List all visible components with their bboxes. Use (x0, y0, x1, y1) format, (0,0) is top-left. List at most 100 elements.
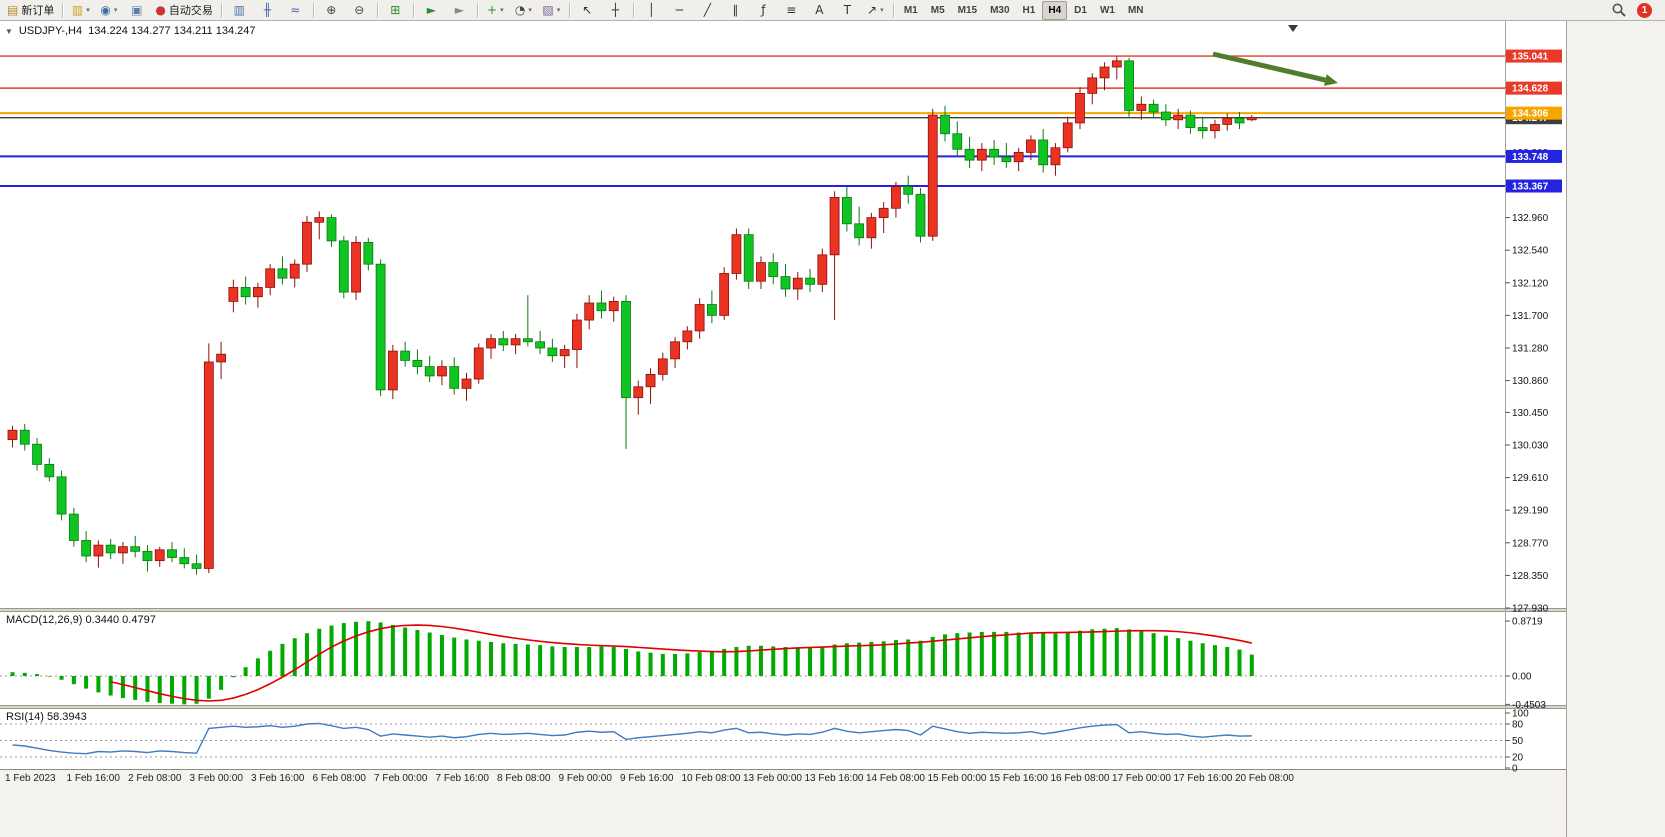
tile-windows-button[interactable]: ⊞ (382, 0, 409, 20)
toolbar-separator (412, 2, 414, 18)
collapse-chart-icon[interactable]: ▼ (5, 26, 13, 36)
shapes-icon: ≡ (786, 3, 797, 17)
dropdown-arrow-icon[interactable]: ▾ (556, 7, 561, 14)
zoom-out-icon: ⊖ (354, 3, 365, 17)
shapes-button[interactable]: ≡ (778, 0, 805, 20)
svg-text:0: 0 (1512, 764, 1518, 775)
timeframe-d1[interactable]: D1 (1074, 4, 1087, 16)
fibonacci-icon: ƒ (761, 3, 766, 17)
svg-text:2 Feb 08:00: 2 Feb 08:00 (128, 773, 182, 784)
toolbar-separator (476, 2, 478, 18)
dropdown-arrow-icon[interactable]: ▾ (880, 7, 884, 14)
svg-text:10 Feb 08:00: 10 Feb 08:00 (682, 773, 741, 784)
svg-text:13 Feb 00:00: 13 Feb 00:00 (743, 773, 802, 784)
toolbar-separator (568, 2, 570, 18)
crosshair-button[interactable]: ┼ (602, 0, 629, 20)
dropdown-arrow-icon[interactable]: ▾ (500, 7, 504, 14)
timeframe-mn[interactable]: MN (1127, 4, 1144, 16)
notification-badge[interactable]: 1 (1637, 2, 1652, 18)
channel-button[interactable]: ∥ (722, 0, 749, 20)
price-axis[interactable]: 135.060134.640134.220133.800133.380132.9… (1505, 50, 1549, 615)
svg-text:9 Feb 00:00: 9 Feb 00:00 (559, 773, 613, 784)
dropdown-arrow-icon[interactable]: ▾ (528, 7, 532, 14)
text-label-button[interactable]: T (834, 0, 861, 20)
timeframe-m15[interactable]: M15 (957, 4, 978, 16)
svg-text:13 Feb 16:00: 13 Feb 16:00 (805, 773, 864, 784)
svg-text:15 Feb 16:00: 15 Feb 16:00 (989, 773, 1048, 784)
timeframe-w1[interactable]: W1 (1099, 4, 1115, 16)
vertical-line-button[interactable]: │ (638, 0, 665, 20)
candlestick-button[interactable]: ╫ (254, 0, 281, 20)
zoom-out-button[interactable]: ⊖ (346, 0, 373, 20)
line-chart-button[interactable]: ≈ (282, 0, 309, 20)
tile-windows-icon: ⊞ (390, 3, 401, 17)
autotrade-button[interactable]: ● 自动交易 (151, 0, 216, 20)
svg-text:133.748: 133.748 (1512, 152, 1549, 163)
new-order-icon: ▤ (7, 3, 19, 17)
periods-icon: ◔ (514, 3, 526, 17)
chart-shift-marker[interactable] (1288, 25, 1298, 32)
chart-shift-button[interactable]: ► (446, 0, 473, 20)
svg-text:130.030: 130.030 (1512, 441, 1549, 452)
new-chart-button[interactable]: ▥ ▾ (67, 0, 94, 20)
timeframe-m5[interactable]: M5 (930, 4, 945, 16)
trendline-button[interactable]: ╱ (694, 0, 721, 20)
text-icon: A (815, 3, 824, 17)
chart-window[interactable]: 135.060134.640134.220133.800133.380132.9… (0, 21, 1567, 837)
toolbar-separator (312, 2, 314, 18)
cursor-button[interactable]: ↖ (574, 0, 601, 20)
svg-text:17 Feb 00:00: 17 Feb 00:00 (1112, 773, 1171, 784)
svg-text:9 Feb 16:00: 9 Feb 16:00 (620, 773, 674, 784)
text-button[interactable]: A (806, 0, 833, 20)
svg-text:1 Feb 2023: 1 Feb 2023 (5, 773, 56, 784)
macd-signal-line (110, 624, 1252, 702)
svg-text:3 Feb 00:00: 3 Feb 00:00 (190, 773, 244, 784)
timeframe-h4[interactable]: H4 (1042, 0, 1068, 20)
svg-text:133.367: 133.367 (1512, 182, 1549, 193)
timeframe-m1[interactable]: M1 (903, 4, 918, 16)
chart-title: ▼ USDJPY-,H4 134.224 134.277 134.211 134… (5, 25, 256, 37)
search-icon[interactable] (1611, 2, 1627, 18)
periods-button[interactable]: ◔ ▾ (510, 0, 537, 20)
rsi-indicator-label: RSI(14) 58.3943 (6, 711, 87, 723)
profiles-button[interactable]: ◉ ▾ (95, 0, 122, 20)
vertical-line-icon: │ (647, 3, 655, 17)
svg-text:7 Feb 16:00: 7 Feb 16:00 (436, 773, 490, 784)
dropdown-arrow-icon[interactable]: ▾ (113, 7, 118, 14)
toolbar-right: 1 (1611, 2, 1662, 18)
svg-text:8 Feb 08:00: 8 Feb 08:00 (497, 773, 551, 784)
zoom-in-button[interactable]: ⊕ (318, 0, 345, 20)
panel-divider[interactable] (0, 705, 1566, 709)
support-resistance-lines[interactable] (0, 55, 1505, 188)
timeframe-m30[interactable]: M30 (990, 4, 1010, 16)
macd-histogram (10, 621, 1254, 705)
zoom-in-icon: ⊕ (326, 3, 337, 17)
indicators-button[interactable]: + ▾ (482, 0, 509, 20)
bar-chart-button[interactable]: ▥ (226, 0, 253, 20)
templates-button[interactable]: ▧ ▾ (538, 0, 565, 20)
trend-arrow[interactable] (1212, 51, 1338, 86)
data-window-button[interactable]: ▣ (123, 0, 150, 20)
arrows-button[interactable]: ↗ ▾ (862, 0, 889, 20)
time-axis[interactable]: 1 Feb 2023 1 Feb 16:00 2 Feb 08:00 3 Feb 00… (5, 773, 1294, 784)
timeframe-h1[interactable]: H1 (1022, 4, 1036, 16)
svg-text:-0.4503: -0.4503 (1512, 700, 1546, 711)
chart-canvas[interactable]: 135.060134.640134.220133.800133.380132.9… (0, 21, 1566, 837)
svg-text:20 Feb 08:00: 20 Feb 08:00 (1235, 773, 1294, 784)
fibonacci-button[interactable]: ƒ (750, 0, 777, 20)
svg-text:0.8719: 0.8719 (1512, 617, 1543, 628)
dropdown-arrow-icon[interactable]: ▾ (86, 7, 90, 14)
svg-text:130.450: 130.450 (1512, 408, 1549, 419)
svg-text:134.628: 134.628 (1512, 84, 1549, 95)
window-gutter (1567, 21, 1665, 837)
panel-divider[interactable] (0, 608, 1566, 612)
rsi-line (12, 722, 1252, 755)
horizontal-line-button[interactable]: ─ (666, 0, 693, 20)
toolbar-separator (892, 2, 894, 18)
auto-scroll-button[interactable]: ► (418, 0, 445, 20)
svg-text:20: 20 (1512, 753, 1524, 764)
text-label-icon: T (843, 3, 851, 17)
new-order-button[interactable]: ▤ 新订单 (3, 0, 58, 20)
data-window-icon: ▣ (131, 3, 143, 17)
toolbar-separator (62, 2, 64, 18)
